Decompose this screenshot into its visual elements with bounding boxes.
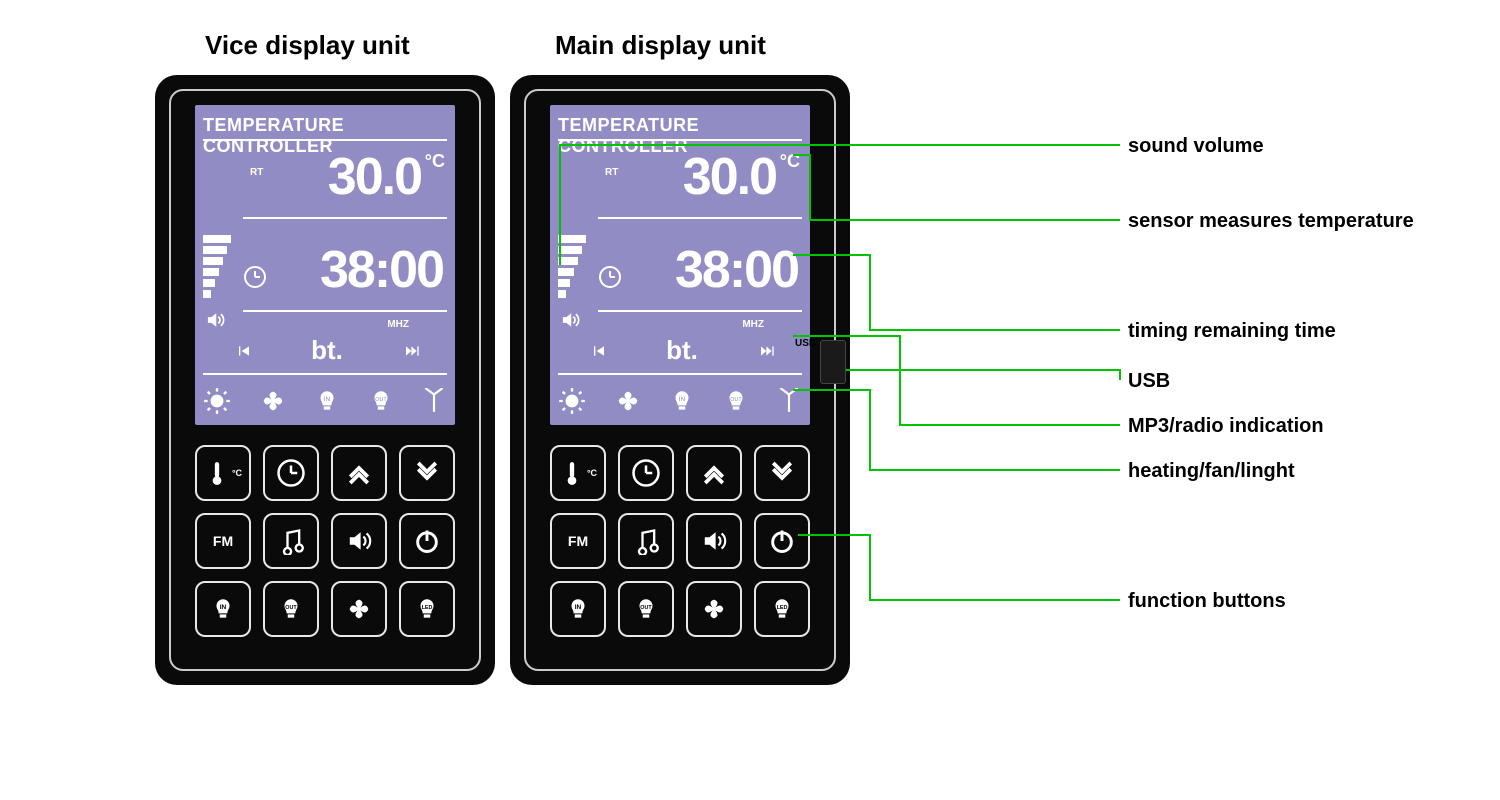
anno-volume: sound volume [1128,135,1264,158]
anno-timer: timing remaining time [1128,320,1336,343]
anno-temperature: sensor measures temperature [1128,210,1414,233]
anno-usb: USB [1128,370,1170,393]
anno-heating: heating/fan/linght [1128,460,1295,483]
anno-buttons: function buttons [1128,590,1286,613]
leader-lines [0,0,1500,800]
anno-mp3: MP3/radio indication [1128,415,1324,438]
